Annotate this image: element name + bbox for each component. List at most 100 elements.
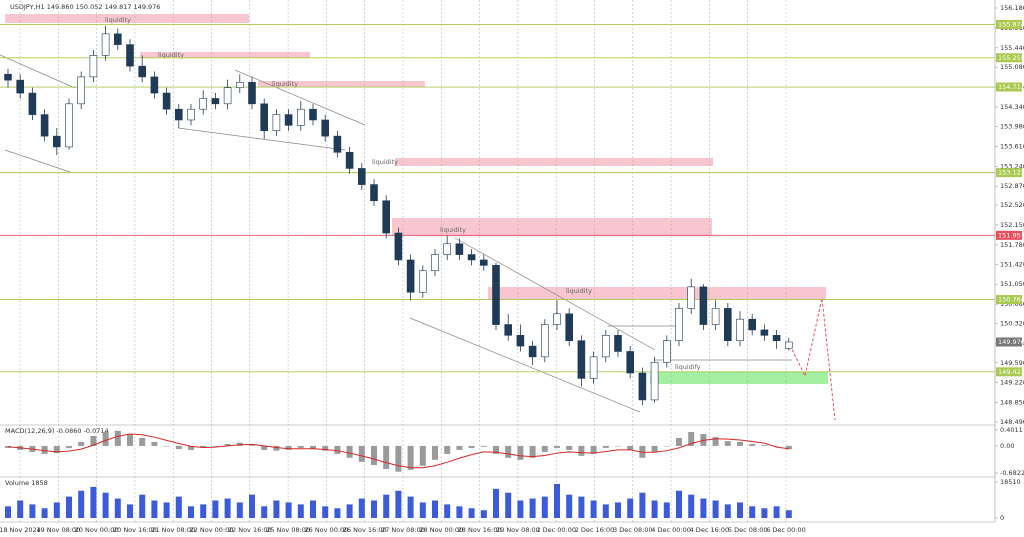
- x-tick-label: 22 Nov 00:00: [190, 526, 234, 534]
- macd-bar: [212, 445, 219, 447]
- zone: [392, 218, 712, 236]
- y-tick-label: 153.980: [1000, 122, 1024, 130]
- candle-body: [748, 318, 757, 331]
- zone-label: liquidify: [675, 363, 701, 371]
- macd-bar: [785, 445, 792, 450]
- candle-body: [662, 340, 671, 363]
- volume-bar: [480, 510, 487, 518]
- volume-bar: [5, 506, 11, 518]
- macd-bar: [590, 445, 597, 454]
- volume-bar: [249, 494, 255, 518]
- volume-bar: [615, 502, 621, 518]
- x-tick-label: 3 Dec 08:00: [613, 526, 653, 534]
- zone-label: liquidity: [158, 51, 184, 59]
- candle-body: [309, 108, 317, 121]
- candle-body: [406, 259, 415, 293]
- macd-bar: [53, 445, 60, 454]
- volume-bar: [17, 500, 24, 518]
- volume-bar: [66, 496, 72, 518]
- macd-bar: [66, 445, 72, 448]
- macd-bar: [90, 435, 97, 446]
- candle-body: [272, 114, 281, 132]
- macd-label: MACD(12,26,9) -0.0860 -0.0714: [5, 427, 109, 435]
- volume-bar: [468, 508, 475, 518]
- chart-title: USDJPY,H1 149.860 150.052 149.817 149.97…: [10, 3, 160, 11]
- candle-body: [65, 103, 73, 148]
- candle-body: [162, 92, 171, 110]
- level-label: 154.712: [998, 83, 1024, 91]
- y-tick-label: 149.220: [1000, 379, 1024, 387]
- candle-body: [260, 103, 269, 132]
- zone-label: liquidity: [105, 16, 131, 24]
- macd-bar: [285, 445, 292, 450]
- candle-body: [248, 81, 256, 105]
- macd-bar: [737, 441, 743, 446]
- x-tick-label: 20 Nov 00:00: [75, 526, 119, 534]
- volume-bar: [188, 506, 194, 518]
- candle-body: [455, 243, 464, 255]
- zone: [395, 158, 713, 166]
- volume-bar: [90, 486, 97, 518]
- level-label-box: [996, 230, 1022, 240]
- trend-line: [409, 317, 641, 413]
- candle-body: [626, 351, 635, 374]
- volume-label: Volume 1858: [5, 479, 48, 487]
- volume-bar: [29, 504, 36, 518]
- volume-bar: [700, 498, 707, 518]
- macd-bar: [480, 445, 487, 447]
- candle-body: [211, 98, 220, 105]
- volume-bar: [676, 490, 682, 518]
- macd-bar: [541, 445, 548, 452]
- volume-bar: [724, 504, 731, 518]
- candle-body: [638, 372, 647, 401]
- candle-body: [675, 308, 683, 342]
- macd-bar: [407, 445, 414, 470]
- volume-bar: [285, 502, 292, 518]
- candle-body: [516, 335, 525, 347]
- macd-bar: [139, 437, 146, 446]
- candle-body: [504, 324, 513, 336]
- volume-bar: [78, 490, 85, 518]
- macd-tick-label: 0.00: [1000, 442, 1014, 450]
- macd-bar: [114, 430, 121, 446]
- x-tick-label: 28 Nov 00:00: [419, 526, 463, 534]
- volume-bar: [517, 500, 524, 518]
- macd-bar: [615, 445, 621, 447]
- candle-body: [150, 76, 159, 94]
- trend-line: [234, 69, 366, 126]
- macd-bar: [175, 445, 182, 450]
- zone: [258, 81, 425, 87]
- candle-body: [394, 232, 403, 261]
- macd-bar: [712, 437, 719, 446]
- volume-bar: [432, 500, 438, 518]
- volume-bar: [773, 506, 780, 518]
- macd-bar: [578, 445, 585, 456]
- zone: [140, 52, 310, 58]
- volume-bar: [590, 500, 597, 518]
- trend-line: [454, 237, 656, 351]
- x-tick-label: 20 Nov 16:00: [113, 526, 157, 534]
- volume-bar: [297, 504, 304, 518]
- candle-body: [711, 308, 720, 325]
- volume-bar: [602, 504, 609, 518]
- y-tick-label: 148.850: [1000, 399, 1024, 407]
- volume-bar: [261, 506, 268, 518]
- volume-bar: [346, 504, 353, 518]
- y-tick-label: 156.180: [1000, 4, 1024, 12]
- candle-body: [699, 286, 708, 325]
- candle-body: [16, 79, 25, 94]
- level-label-box: [996, 82, 1022, 92]
- level-label: 149.422: [998, 368, 1024, 376]
- x-tick-label: 18 Nov 2024: [0, 526, 41, 534]
- y-tick-label: 155.440: [1000, 44, 1024, 52]
- volume-bar: [236, 502, 243, 518]
- candle-body: [357, 168, 366, 185]
- macd-bar: [419, 445, 426, 466]
- volume-bar: [163, 502, 170, 518]
- y-tick-label: 153.610: [1000, 142, 1024, 150]
- trend-line: [4, 149, 71, 173]
- candle-body: [431, 254, 439, 272]
- level-label: 153.122: [998, 169, 1024, 177]
